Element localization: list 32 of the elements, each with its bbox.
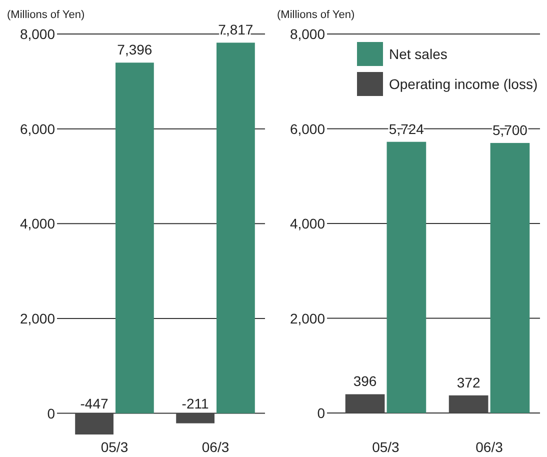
y-tick-label: 0 (47, 405, 56, 422)
data-label: -447 (80, 395, 109, 412)
y-axis-title: (Millions of Yen) (277, 9, 355, 21)
x-tick-label: 06/3 (202, 439, 230, 455)
y-tick-label: 0 (317, 405, 326, 421)
data-label: -211 (182, 395, 210, 412)
x-tick-label: 05/3 (100, 439, 128, 455)
data-label: 7,396 (117, 42, 152, 58)
bar (176, 413, 214, 424)
y-tick-label: 6,000 (20, 120, 56, 137)
bar (75, 413, 114, 434)
x-tick-label: 06/3 (476, 439, 504, 455)
y-axis-title: (Millions of Yen) (7, 9, 85, 21)
legend-label: Net sales (389, 46, 448, 62)
bar (345, 394, 385, 413)
x-tick-label: 05/3 (372, 439, 400, 455)
data-label: 7,817 (218, 22, 254, 38)
bar (116, 62, 154, 414)
data-label: 372 (456, 374, 480, 390)
y-tick-label: 6,000 (290, 120, 326, 137)
bar (448, 395, 488, 413)
bar (386, 142, 426, 413)
legend-label: Operating income (loss) (389, 76, 538, 92)
bar (490, 142, 530, 413)
data-label: 396 (353, 373, 377, 390)
y-tick-label: 2,000 (290, 310, 326, 326)
y-tick-label: 4,000 (290, 216, 326, 232)
y-tick-label: 4,000 (20, 216, 56, 232)
y-tick-label: 8,000 (290, 26, 326, 42)
y-tick-label: 8,000 (20, 26, 56, 42)
bar (216, 42, 255, 414)
y-tick-label: 2,000 (20, 310, 56, 326)
